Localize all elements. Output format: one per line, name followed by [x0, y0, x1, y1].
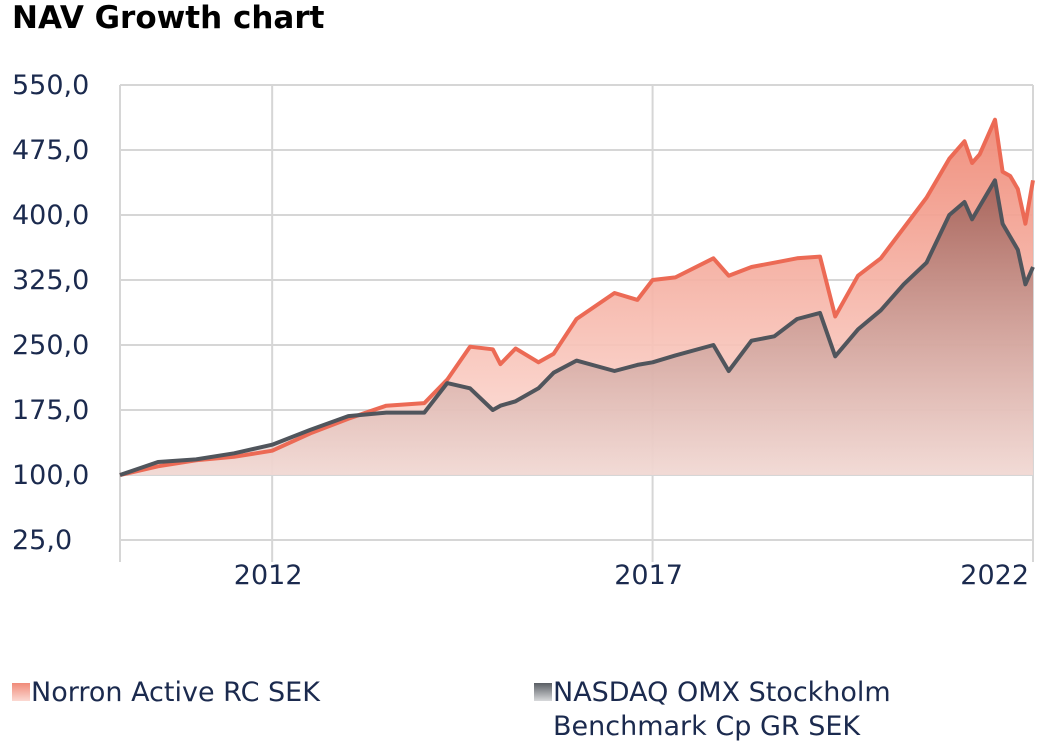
chart-title: NAV Growth chart: [12, 0, 325, 36]
legend-swatch-fund: [12, 683, 30, 701]
y-tick-label: 100,0: [12, 460, 89, 491]
series-line-benchmark: [119, 178, 1035, 477]
y-tick-label: 250,0: [12, 330, 89, 361]
y-tick-label: 550,0: [12, 70, 89, 101]
y-tick-label: 325,0: [12, 265, 89, 296]
x-tick-label: 2012: [234, 560, 303, 591]
x-tick-label: 2022: [960, 560, 1029, 591]
legend-label-benchmark: NASDAQ OMX Stockholm Benchmark Cp GR SEK: [553, 677, 891, 742]
y-tick-label: 475,0: [12, 135, 89, 166]
y-tick-label: 175,0: [12, 395, 89, 426]
x-tick-label: 2017: [614, 560, 683, 591]
y-tick-label: 400,0: [12, 200, 89, 231]
series-line-fund: [119, 117, 1035, 477]
series-area-benchmark: [120, 180, 1033, 476]
legend-label-fund: Norron Active RC SEK: [31, 677, 320, 708]
nav-growth-chart: 25,0 100,0 175,0 250,0 325,0 400,0 475,0 550,0 2…: [12, 70, 1035, 591]
y-tick-label: 25,0: [12, 525, 72, 556]
legend-swatch-benchmark: [534, 683, 552, 701]
